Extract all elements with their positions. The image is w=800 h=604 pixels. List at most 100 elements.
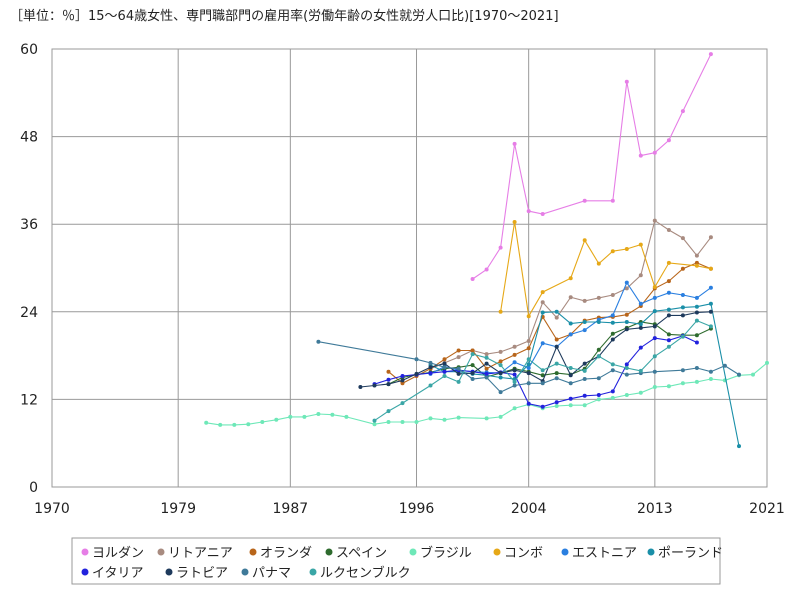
data-point xyxy=(554,376,559,381)
data-point xyxy=(666,332,671,337)
data-point xyxy=(442,365,447,370)
data-point xyxy=(302,414,307,419)
series-line xyxy=(374,319,712,422)
data-point xyxy=(596,261,601,266)
x-tick-label: 2021 xyxy=(749,501,785,517)
legend-marker xyxy=(157,548,165,556)
data-point xyxy=(652,295,657,300)
data-point xyxy=(400,420,405,424)
data-point xyxy=(666,344,671,349)
data-point xyxy=(484,352,489,357)
data-point xyxy=(414,357,419,362)
data-point xyxy=(582,328,587,333)
plot-area xyxy=(51,48,768,488)
legend-label: ラトビア xyxy=(176,566,228,581)
data-point xyxy=(442,369,447,374)
data-point xyxy=(638,325,643,330)
data-point xyxy=(596,347,601,352)
data-point xyxy=(582,361,587,366)
data-point xyxy=(288,414,293,419)
data-point xyxy=(526,357,531,362)
data-point xyxy=(484,267,489,272)
data-point xyxy=(737,372,741,377)
data-point xyxy=(652,354,657,359)
data-point xyxy=(526,371,531,376)
data-point xyxy=(456,415,461,420)
data-point xyxy=(694,263,699,268)
data-point xyxy=(470,363,475,368)
y-tick-label: 0 xyxy=(29,480,38,496)
data-point xyxy=(652,309,657,314)
data-point xyxy=(540,212,545,216)
data-point xyxy=(512,141,517,146)
data-point xyxy=(680,313,685,318)
data-point xyxy=(512,220,517,224)
data-point xyxy=(596,393,601,397)
series-line xyxy=(388,321,712,385)
data-point xyxy=(246,422,251,427)
data-point xyxy=(554,344,559,349)
data-point xyxy=(484,416,489,421)
data-point xyxy=(386,369,391,374)
data-point xyxy=(498,245,503,250)
data-point xyxy=(708,52,713,57)
data-point xyxy=(708,285,713,290)
legend-label: リトアニア xyxy=(168,546,233,561)
data-point xyxy=(442,374,447,378)
data-point xyxy=(512,379,517,384)
data-point xyxy=(596,295,601,300)
data-point xyxy=(386,382,391,387)
data-point xyxy=(470,277,475,281)
data-point xyxy=(456,348,461,353)
data-point xyxy=(610,320,615,325)
x-tick-label: 1987 xyxy=(273,501,309,517)
series-line xyxy=(318,341,740,393)
data-point xyxy=(694,366,699,370)
data-point xyxy=(624,366,629,370)
data-point xyxy=(568,276,573,281)
data-point xyxy=(484,361,489,366)
data-point xyxy=(666,138,671,143)
data-point xyxy=(414,420,419,424)
data-point xyxy=(400,378,405,383)
data-point xyxy=(638,273,643,278)
data-point xyxy=(638,368,643,373)
data-point xyxy=(596,376,601,381)
data-point xyxy=(568,332,573,337)
data-point xyxy=(652,336,657,341)
legend-item: ブラジル xyxy=(409,545,472,561)
data-point xyxy=(526,339,531,343)
data-point xyxy=(428,360,433,365)
data-point xyxy=(694,310,699,315)
data-point xyxy=(386,409,391,414)
y-tick-label: 60 xyxy=(20,42,38,58)
data-point xyxy=(694,318,699,323)
data-point xyxy=(596,320,601,324)
data-point xyxy=(624,393,629,397)
chart-title: ［単位：％］15～64歳女性、専門職部門の雇用率(労働年齢の女性就労人口比)[1… xyxy=(10,8,559,24)
data-point xyxy=(316,412,321,416)
data-point xyxy=(470,371,475,376)
legend-item: エストニア xyxy=(561,546,637,561)
data-point xyxy=(708,324,713,329)
data-point xyxy=(666,228,671,232)
data-point xyxy=(610,313,615,318)
data-point xyxy=(624,312,629,317)
data-point xyxy=(386,420,391,424)
y-tick-label: 12 xyxy=(20,392,38,408)
data-point xyxy=(708,266,713,271)
data-point xyxy=(708,309,713,314)
data-point xyxy=(666,279,671,284)
data-point xyxy=(316,339,321,344)
legend-item: パナマ xyxy=(241,566,291,581)
legend-marker xyxy=(81,548,89,556)
data-point xyxy=(568,295,573,300)
data-point xyxy=(526,209,531,214)
data-point xyxy=(694,260,699,265)
data-point xyxy=(274,417,279,422)
data-point xyxy=(610,362,615,367)
series-5 xyxy=(498,220,713,319)
data-point xyxy=(568,366,573,370)
data-point xyxy=(568,403,573,408)
